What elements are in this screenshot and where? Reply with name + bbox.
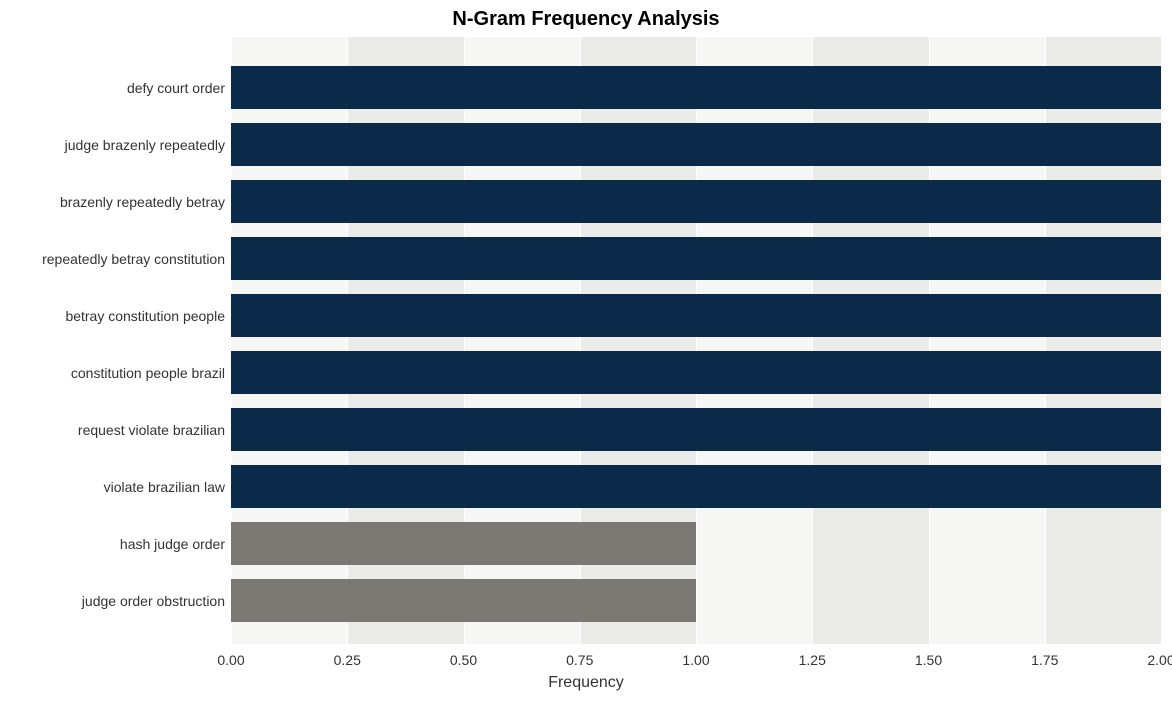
y-category-label: defy court order: [127, 80, 225, 96]
x-tick-label: 2.00: [1147, 652, 1172, 668]
bar: [231, 408, 1161, 451]
y-category-label: judge brazenly repeatedly: [65, 137, 225, 153]
x-tick-label: 1.50: [915, 652, 942, 668]
x-axis-label: Frequency: [0, 674, 1172, 692]
y-category-label: judge order obstruction: [82, 593, 225, 609]
x-tick-label: 1.75: [1031, 652, 1058, 668]
y-category-label: repeatedly betray constitution: [42, 251, 225, 267]
bar: [231, 351, 1161, 394]
plot-area: [231, 37, 1161, 644]
bar: [231, 123, 1161, 166]
y-category-label: violate brazilian law: [104, 479, 225, 495]
x-tick-label: 0.75: [566, 652, 593, 668]
bar: [231, 579, 696, 622]
y-category-label: hash judge order: [120, 536, 225, 552]
y-category-label: betray constitution people: [65, 308, 225, 324]
grid-line: [1161, 37, 1162, 644]
bar: [231, 180, 1161, 223]
bar: [231, 465, 1161, 508]
x-tick-label: 1.25: [799, 652, 826, 668]
x-tick-label: 0.50: [450, 652, 477, 668]
bar: [231, 294, 1161, 337]
chart-title: N-Gram Frequency Analysis: [0, 8, 1172, 31]
x-tick-label: 1.00: [682, 652, 709, 668]
y-category-label: brazenly repeatedly betray: [60, 194, 225, 210]
x-tick-label: 0.00: [217, 652, 244, 668]
bar: [231, 66, 1161, 109]
bar: [231, 522, 696, 565]
bar: [231, 237, 1161, 280]
y-category-label: request violate brazilian: [78, 422, 225, 438]
x-tick-label: 0.25: [334, 652, 361, 668]
y-category-label: constitution people brazil: [71, 365, 225, 381]
ngram-frequency-chart: N-Gram Frequency Analysis Frequency 0.00…: [0, 0, 1172, 701]
